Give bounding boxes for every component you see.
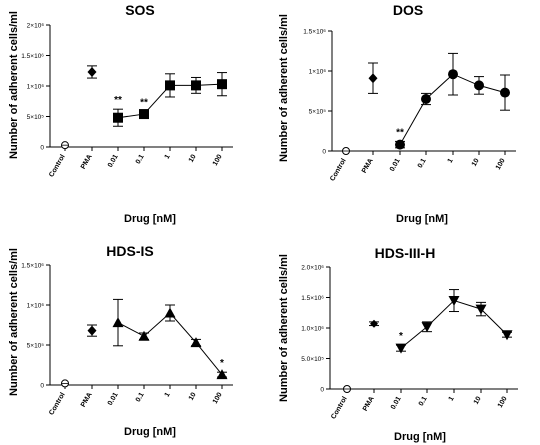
y-axis-label: Number of adherent cells/ml <box>278 254 290 402</box>
panel-sos: SOS Number of adherent cells/ml Drug [nM… <box>8 2 233 225</box>
panel-dos: DOS Number of adherent cells/ml Drug [nM… <box>278 2 516 225</box>
y-axis-label: Number of adherent cells/ml <box>278 14 290 162</box>
x-tick-label: Control <box>329 157 348 182</box>
y-tick-label: 2×10⁶ <box>27 23 45 30</box>
y-tick-label: 1×10⁶ <box>27 303 45 310</box>
x-tick-label: 0.1 <box>418 395 429 407</box>
significance-label: ** <box>396 127 404 138</box>
y-tick-label: 1×10⁶ <box>27 84 45 91</box>
y-tick-label: 1×10⁶ <box>309 69 327 76</box>
plot-area-sos: 0 5×10⁵ 1×10⁶ 1.5×10⁶ 2×10⁶ Control PMA 0.01 0.1… <box>21 23 233 179</box>
x-tick-label: 0.1 <box>135 153 146 165</box>
series-point <box>191 80 201 91</box>
x-tick-label: 10 <box>473 395 483 405</box>
series-point <box>216 369 228 380</box>
series-point <box>139 109 149 120</box>
significance-label: ** <box>114 95 122 106</box>
y-tick-label: 5×10⁵ <box>27 114 45 121</box>
plot-area-hds-is: 0 5×10⁵ 1×10⁶ 1.5×10⁶ Control PMA 0.01 0.1 1 10 10… <box>21 263 233 417</box>
y-tick-label: 5×10⁵ <box>27 343 45 350</box>
y-tick-label: 2.0×10⁶ <box>301 265 324 272</box>
x-tick-label: 0.01 <box>107 391 120 406</box>
x-tick-label: 10 <box>188 153 198 163</box>
y-axis-label: Number of adherent cells/ml <box>8 248 20 396</box>
plot-area-hds-iii-h: 0 5.0×10⁵ 1.0×10⁶ 1.5×10⁶ 2.0×10⁶ Control PMA 0… <box>301 265 518 421</box>
significance-label: * <box>220 358 224 369</box>
x-tick-label: PMA <box>80 154 94 171</box>
x-tick-label: 1 <box>447 157 455 164</box>
pma-point <box>368 73 378 84</box>
x-tick-label: 0.01 <box>389 157 402 172</box>
panel-title: DOS <box>393 2 423 18</box>
series-point <box>395 343 407 354</box>
significance-label: ** <box>140 98 148 109</box>
series-point <box>421 322 433 333</box>
series-point <box>217 79 227 90</box>
panel-hds-is: HDS-IS Number of adherent cells/ml Drug … <box>8 243 233 438</box>
x-tick-label: 1 <box>448 395 456 402</box>
y-tick-label: 1.5×10⁶ <box>21 263 44 270</box>
x-tick-label: PMA <box>362 396 376 413</box>
x-axis-label: Drug [nM] <box>396 213 448 225</box>
series-point <box>448 69 458 80</box>
series-point <box>395 139 405 150</box>
y-tick-label: 1.5×10⁶ <box>301 295 324 302</box>
x-tick-label: 1 <box>164 391 172 398</box>
x-tick-label: Control <box>330 395 349 420</box>
y-tick-label: 0 <box>322 149 326 156</box>
panel-title: HDS-IS <box>106 243 153 259</box>
x-tick-label: 10 <box>188 391 198 401</box>
x-tick-label: 100 <box>497 395 509 409</box>
series-point <box>113 112 123 123</box>
y-tick-label: 1.5×10⁶ <box>21 53 44 60</box>
y-axis-label: Number of adherent cells/ml <box>8 11 20 159</box>
x-tick-label: 10 <box>471 157 481 167</box>
series-point <box>500 87 510 98</box>
series-point <box>165 80 175 91</box>
x-tick-label: 100 <box>212 153 224 167</box>
x-tick-label: 0.1 <box>135 391 146 403</box>
panel-hds-iii-h: HDS-III-H Number of adherent cells/ml Dr… <box>278 245 518 443</box>
x-tick-label: 0.01 <box>107 153 120 168</box>
y-tick-label: 1.5×10⁶ <box>303 29 326 36</box>
x-tick-label: Control <box>48 391 67 416</box>
y-tick-label: 0 <box>320 387 324 394</box>
y-tick-label: 0 <box>40 383 44 390</box>
x-tick-label: PMA <box>80 392 94 409</box>
x-axis-label: Drug [nM] <box>394 431 446 443</box>
pma-point <box>370 319 378 328</box>
series-point <box>138 330 150 341</box>
plot-area-dos: 0 5×10⁵ 1×10⁶ 1.5×10⁶ Control PMA 0.01 0.1 1 10 10… <box>303 29 516 183</box>
x-tick-label: 100 <box>212 391 224 405</box>
panel-title: HDS-III-H <box>375 245 436 261</box>
x-tick-label: 1 <box>164 153 172 160</box>
y-tick-label: 5.0×10⁵ <box>301 356 324 363</box>
y-tick-label: 1.0×10⁶ <box>301 326 324 333</box>
series-point <box>501 330 513 341</box>
x-tick-label: PMA <box>361 158 375 175</box>
x-axis-label: Drug [nM] <box>124 426 176 438</box>
x-tick-label: 0.01 <box>390 395 403 410</box>
series-point <box>164 307 176 318</box>
x-tick-label: 100 <box>495 157 507 171</box>
series-point <box>190 337 202 348</box>
series-point <box>448 296 460 307</box>
series-line <box>117 312 223 375</box>
series-point <box>421 94 431 104</box>
y-tick-label: 5×10⁵ <box>309 109 327 116</box>
x-axis-label: Drug [nM] <box>124 213 176 225</box>
series-point <box>474 80 484 91</box>
pma-point <box>87 66 97 77</box>
x-tick-label: Control <box>48 153 67 178</box>
x-tick-label: 0.1 <box>417 157 428 169</box>
significance-label: * <box>399 331 403 342</box>
series-point <box>112 317 124 328</box>
pma-point <box>87 325 97 336</box>
panel-title: SOS <box>125 2 155 18</box>
y-tick-label: 0 <box>40 145 44 152</box>
series-point <box>475 304 487 315</box>
